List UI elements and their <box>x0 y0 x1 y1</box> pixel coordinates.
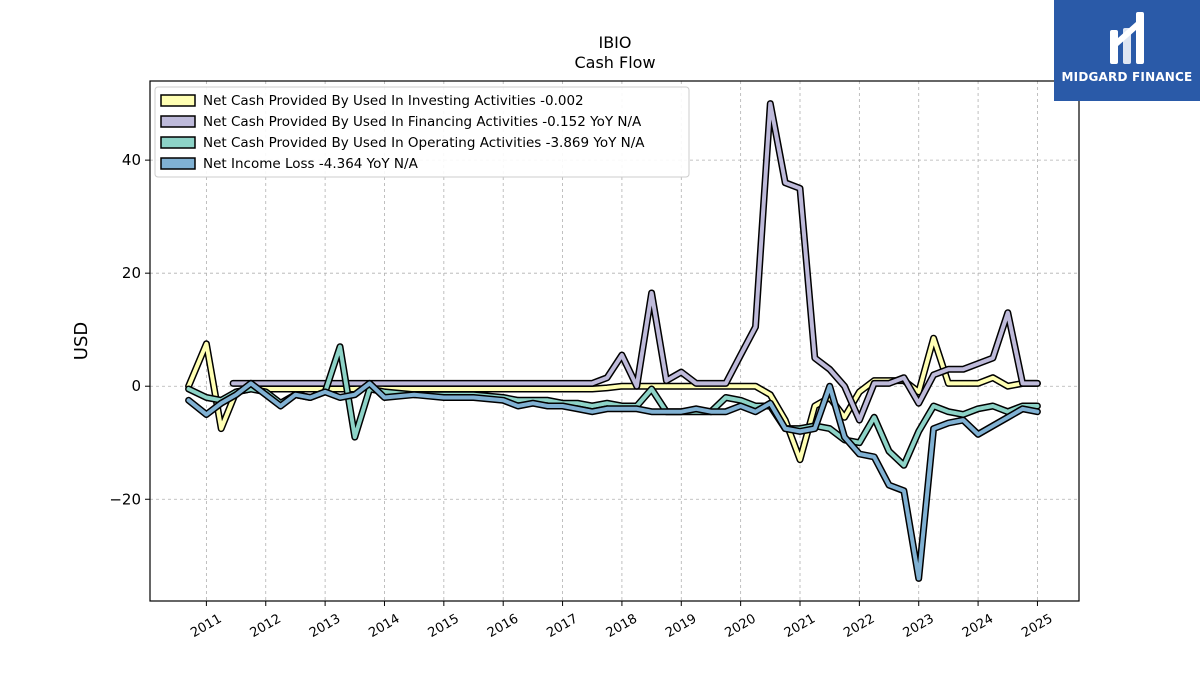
legend-label: Net Cash Provided By Used In Operating A… <box>203 135 645 151</box>
x-tick-label: 2024 <box>960 611 996 641</box>
legend-swatch <box>160 136 196 149</box>
series-line-outline <box>185 379 1041 582</box>
logo-text: MIDGARD FINANCE <box>1061 70 1193 84</box>
series-line <box>231 101 1040 423</box>
legend: Net Cash Provided By Used In Investing A… <box>154 86 690 178</box>
x-tick-label: 2019 <box>663 611 699 641</box>
x-axis-ticks: 2011 2012 2013 2014 2015 2016 2017 2018 2019 2020… <box>188 601 1055 641</box>
chart-title: IBIO <box>598 33 631 52</box>
x-tick-label: 2025 <box>1019 611 1055 641</box>
x-tick-label: 2023 <box>901 611 937 641</box>
x-tick-label: 2015 <box>426 611 462 641</box>
legend-entry: Net Cash Provided By Used In Financing A… <box>160 114 642 130</box>
series-4 <box>185 379 1041 582</box>
plot-frame <box>149 80 1080 602</box>
midgard-logo-icon <box>1110 12 1144 64</box>
x-tick-label: 2018 <box>604 611 640 641</box>
x-tick-label: 2017 <box>544 611 580 641</box>
legend-label: Net Cash Provided By Used In Investing A… <box>203 93 584 109</box>
legend-entry: Net Cash Provided By Used In Operating A… <box>160 135 645 151</box>
y-axis-ticks: −20 0 20 40 <box>109 151 150 508</box>
y-axis-label: USD <box>71 322 92 360</box>
x-tick-label: 2012 <box>248 611 284 641</box>
legend-entry: Net Income Loss -4.364 YoY N/A <box>160 156 419 172</box>
x-tick-label: 2022 <box>841 611 877 641</box>
legend-swatch <box>160 115 196 128</box>
legend-label: Net Cash Provided By Used In Financing A… <box>203 114 642 130</box>
y-tick-label: 0 <box>131 377 141 395</box>
x-tick-label: 2013 <box>307 611 343 641</box>
series-line <box>186 381 1040 581</box>
legend-swatch <box>160 94 196 107</box>
series-lines <box>185 100 1041 582</box>
x-tick-label: 2014 <box>366 611 402 641</box>
x-tick-label: 2016 <box>485 611 521 641</box>
y-tick-label: −20 <box>109 490 141 508</box>
series-2 <box>229 100 1041 424</box>
chart-subtitle: Cash Flow <box>574 53 655 72</box>
legend-entry: Net Cash Provided By Used In Investing A… <box>160 93 584 109</box>
legend-box <box>154 86 690 178</box>
legend-label: Net Income Loss -4.364 YoY N/A <box>203 156 419 172</box>
x-tick-label: 2021 <box>782 611 818 641</box>
y-tick-label: 20 <box>122 264 141 282</box>
x-tick-label: 2020 <box>722 611 758 641</box>
legend-swatch <box>160 157 196 170</box>
y-tick-label: 40 <box>122 151 141 169</box>
x-tick-label: 2011 <box>188 611 224 641</box>
brand-logo: MIDGARD FINANCE <box>1054 0 1200 101</box>
